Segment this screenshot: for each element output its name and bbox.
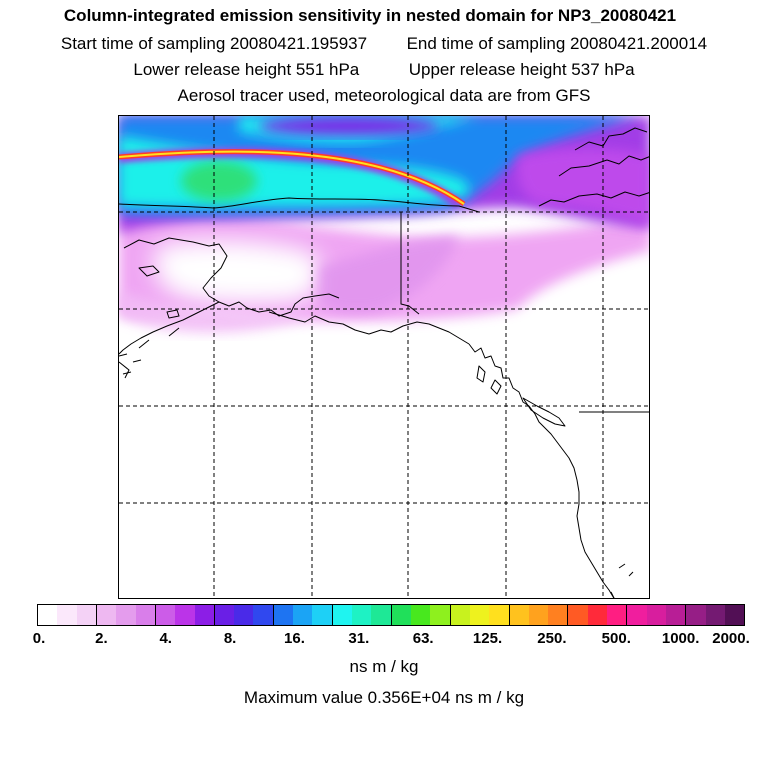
colorbar-tick-label: 500. [601, 630, 631, 647]
coast-southern-ca [610, 563, 634, 598]
colorbar-cell [234, 605, 254, 625]
colorbar-tick-label: 63. [412, 630, 434, 647]
island-nunivak [166, 309, 180, 319]
start-time-label: Start time of sampling 20080421.195937 [60, 34, 368, 53]
coast-alaska-peninsula [119, 301, 220, 355]
colorbar-cell [194, 605, 215, 625]
colorbar-tick-label: 2. [95, 630, 108, 647]
colorbar-cell [607, 605, 628, 625]
colorbar-cell [430, 605, 451, 625]
release-heights: Lower release height 551 hPa Upper relea… [0, 60, 768, 80]
coast-bering-east [119, 361, 130, 379]
colorbar-cell [528, 605, 549, 625]
colorbar-cell [646, 605, 666, 625]
plume-violet-patch [259, 116, 439, 136]
graticule [119, 116, 649, 598]
plume-lower-fringe [119, 291, 309, 333]
colorbar-cell [155, 605, 176, 625]
colorbar-ticks: 0. 2. 4. 8. 16. 31. 63. 125. 250. 500. 1000. 2000. [0, 630, 768, 650]
coast-islands-hg [476, 365, 502, 395]
plume-south-tail [319, 236, 459, 313]
colorbar-cell [509, 605, 529, 625]
map-title: Column-integrated emission sensitivity i… [63, 6, 677, 25]
upper-height-label: Upper release height 537 hPa [408, 60, 635, 79]
colorbar-cell [724, 605, 745, 625]
colorbar-tick-label: 1000. [661, 630, 700, 647]
plume-east-lobe [517, 148, 649, 226]
coast-bc-fjords [468, 343, 615, 598]
colorbar-cell [371, 605, 392, 625]
colorbar-cell [76, 605, 97, 625]
sensitivity-field [119, 116, 649, 333]
colorbar-tick-label: 0. [32, 630, 46, 647]
colorbar-cell [352, 605, 372, 625]
colorbar-cell [469, 605, 490, 625]
colorbar-cell [214, 605, 235, 625]
coast-alaska-north [119, 197, 480, 213]
coast-arctic-islands [558, 127, 649, 177]
map-canvas [119, 116, 649, 598]
plume-clear-gap [154, 240, 322, 304]
colorbar-cell [568, 605, 588, 625]
colorbar [37, 604, 745, 626]
colorbar-cell [253, 605, 274, 625]
tracer-info: Aerosol tracer used, meteorological data… [177, 86, 591, 105]
colorbar-tick-label: 8. [223, 630, 237, 647]
colorbar-cell [686, 605, 706, 625]
colorbar-cell [391, 605, 411, 625]
colorbar-cell [410, 605, 431, 625]
coast-alaska-south [268, 311, 470, 345]
colorbar-cell [705, 605, 725, 625]
border-alaska-canada [400, 212, 420, 315]
colorbar-cell [548, 605, 569, 625]
lower-height-label: Lower release height 551 hPa [133, 60, 360, 79]
colorbar-cell [332, 605, 352, 625]
colorbar-cell [450, 605, 470, 625]
colorbar-tick-label: 2000. [712, 630, 750, 647]
colorbar-cell [273, 605, 294, 625]
map-panel [118, 115, 650, 599]
colorbar-cell [175, 605, 195, 625]
coast-arctic-north [538, 191, 649, 207]
island-stlawrence [138, 265, 160, 277]
colorbar-tick-label: 31. [348, 630, 370, 647]
colorbar-cell [135, 605, 156, 625]
end-time-label: End time of sampling 20080421.200014 [406, 34, 708, 53]
colorbar-cell [489, 605, 510, 625]
colorbar-cell [116, 605, 136, 625]
colorbar-cell [57, 605, 77, 625]
coastlines [119, 127, 649, 598]
colorbar-tick-label: 250. [537, 630, 567, 647]
maximum-value-label: Maximum value 0.356E+04 ns m / kg [243, 688, 525, 707]
sampling-times: Start time of sampling 20080421.195937 E… [0, 34, 768, 54]
colorbar-cell [312, 605, 333, 625]
colorbar-cell [293, 605, 313, 625]
colorbar-tick-label: 4. [159, 630, 172, 647]
colorbar-cell [587, 605, 608, 625]
colorbar-cell [96, 605, 117, 625]
colorbar-tick-label: 125. [472, 630, 503, 647]
colorbar-cell [627, 605, 647, 625]
track-yellow [119, 150, 465, 205]
coast-vancouver-island [522, 397, 566, 427]
colorbar-tick-label: 16. [284, 630, 305, 647]
colorbar-unit: ns m / kg [349, 657, 419, 676]
colorbar-cell [666, 605, 687, 625]
coast-alaska-west [123, 237, 340, 317]
plume-green-patch [181, 161, 257, 201]
colorbar-cell [38, 605, 58, 625]
